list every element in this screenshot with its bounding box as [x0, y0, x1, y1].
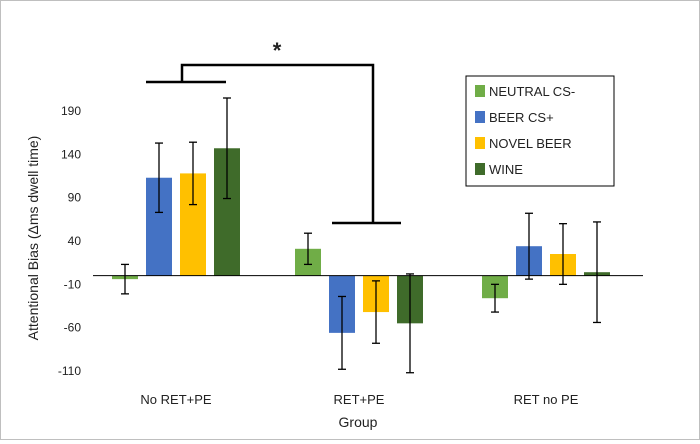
legend-swatch — [475, 85, 485, 97]
x-category-label: RET+PE — [334, 392, 385, 407]
y-tick-label: 140 — [61, 147, 81, 161]
y-tick-label: -110 — [58, 364, 81, 378]
y-tick-label: -10 — [64, 277, 82, 291]
error-bar — [559, 223, 567, 285]
error-bar — [491, 283, 499, 313]
y-tick-label: -60 — [64, 321, 82, 335]
error-bar — [304, 232, 312, 266]
error-bar — [338, 295, 346, 370]
error-bar — [593, 221, 601, 324]
error-bar — [525, 212, 533, 280]
legend-swatch — [475, 163, 485, 175]
error-bar — [372, 280, 380, 344]
significance-star: * — [273, 38, 282, 63]
legend-label: BEER CS+ — [489, 110, 554, 125]
error-bar — [155, 142, 163, 214]
error-bars-group — [121, 97, 601, 374]
error-bar — [406, 273, 414, 374]
legend: NEUTRAL CS- BEER CS+ NOVEL BEER WINE — [465, 75, 615, 187]
x-axis-title: Group — [339, 414, 378, 430]
legend-label: NOVEL BEER — [489, 136, 572, 151]
y-tick-label: 40 — [68, 234, 82, 248]
y-tick-label: 90 — [68, 191, 82, 205]
error-bar — [223, 97, 231, 200]
error-bar — [189, 141, 197, 206]
legend-label: WINE — [489, 162, 523, 177]
x-axis-categories: No RET+PE RET+PE RET no PE — [140, 392, 578, 407]
x-category-label: No RET+PE — [140, 392, 211, 407]
significance-bracket: * — [146, 38, 401, 225]
legend-swatch — [475, 137, 485, 149]
error-bar — [121, 263, 129, 295]
legend-box — [465, 75, 615, 187]
legend-swatch — [475, 111, 485, 123]
y-axis-ticks: 190 140 90 40 -10 -60 -110 — [58, 104, 81, 378]
y-axis-title: Attentional Bias (Δms dwell time) — [25, 136, 41, 341]
legend-label: NEUTRAL CS- — [489, 84, 575, 99]
y-tick-label: 190 — [61, 104, 81, 118]
x-category-label: RET no PE — [514, 392, 579, 407]
significance-bracket-line — [146, 63, 401, 225]
